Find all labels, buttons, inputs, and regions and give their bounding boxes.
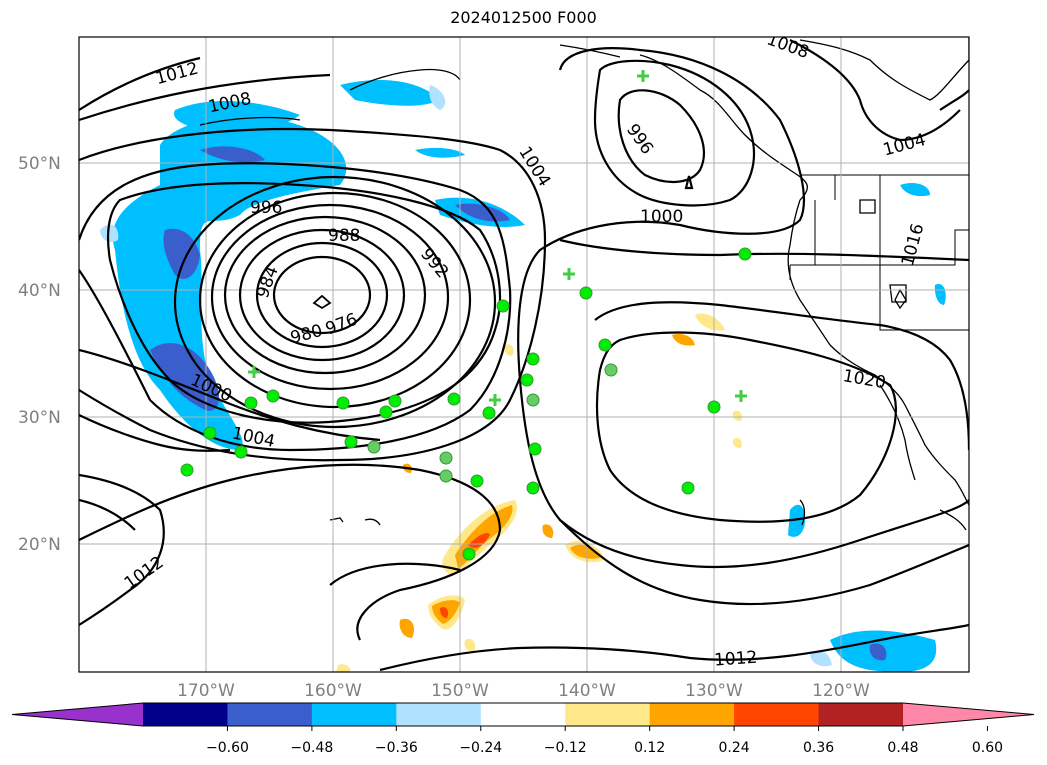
- colorbar-tick-label: 0.24: [719, 740, 750, 756]
- colorbar: −0.60 −0.48 −0.36 −0.24 −0.12 0.12 0.24 0.36 0.4…: [11, 702, 1035, 756]
- colorbar-tick-label: 0.48: [887, 740, 918, 756]
- colorbar-swatch: [143, 703, 228, 726]
- lat-label-50n: 50°N: [18, 154, 61, 174]
- lon-label-130w: 130°W: [685, 681, 743, 701]
- colorbar-extend-high: [903, 703, 1034, 726]
- isobars: [79, 39, 969, 672]
- colorbar-tick-label: 0.60: [972, 740, 1003, 756]
- colorbar-extend-low: [12, 703, 143, 726]
- borders: [789, 174, 969, 331]
- colorbar-outline: [11, 702, 1035, 727]
- colorbar-swatch: [311, 703, 397, 726]
- circle-markers: [180, 247, 752, 561]
- lon-label-150w: 150°W: [431, 681, 489, 701]
- colorbar-tick-label: −0.60: [206, 740, 249, 756]
- lat-label-40n: 40°N: [18, 281, 61, 301]
- colorbar-swatch: [649, 703, 735, 726]
- coastlines: [199, 37, 969, 531]
- isobar-label: 1000: [640, 207, 683, 227]
- lat-label-30n: 30°N: [18, 408, 61, 428]
- colorbar-tick-label: −0.48: [290, 740, 333, 756]
- colorbar-tick-label: −0.24: [459, 740, 502, 756]
- colorbar-swatch: [818, 703, 904, 726]
- cross-markers: [248, 70, 747, 406]
- lon-label-160w: 160°W: [304, 681, 362, 701]
- colorbar-swatch: [565, 703, 651, 726]
- colorbar-swatch: [734, 703, 820, 726]
- map-frame: [78, 36, 970, 673]
- negative-anomaly-shading: [100, 80, 946, 672]
- observation-markers: [180, 70, 752, 561]
- colorbar-tick-label: −0.36: [375, 740, 418, 756]
- colorbar-swatch: [480, 703, 566, 726]
- lon-label-140w: 140°W: [558, 681, 616, 701]
- isobar-label: 996: [250, 198, 282, 218]
- colorbar-tick-label: −0.12: [544, 740, 587, 756]
- colorbar-swatch: [227, 703, 313, 726]
- colorbar-swatch: [396, 703, 482, 726]
- lat-label-20n: 20°N: [18, 535, 61, 555]
- isobar-label: 1012: [713, 648, 758, 671]
- map-title: 2024012500 F000: [450, 8, 597, 27]
- isobar-label: 988: [328, 226, 360, 246]
- colorbar-tick-label: 0.12: [634, 740, 665, 756]
- lon-label-170w: 170°W: [177, 681, 235, 701]
- colorbar-tick-label: 0.36: [803, 740, 834, 756]
- lon-label-120w: 120°W: [812, 681, 870, 701]
